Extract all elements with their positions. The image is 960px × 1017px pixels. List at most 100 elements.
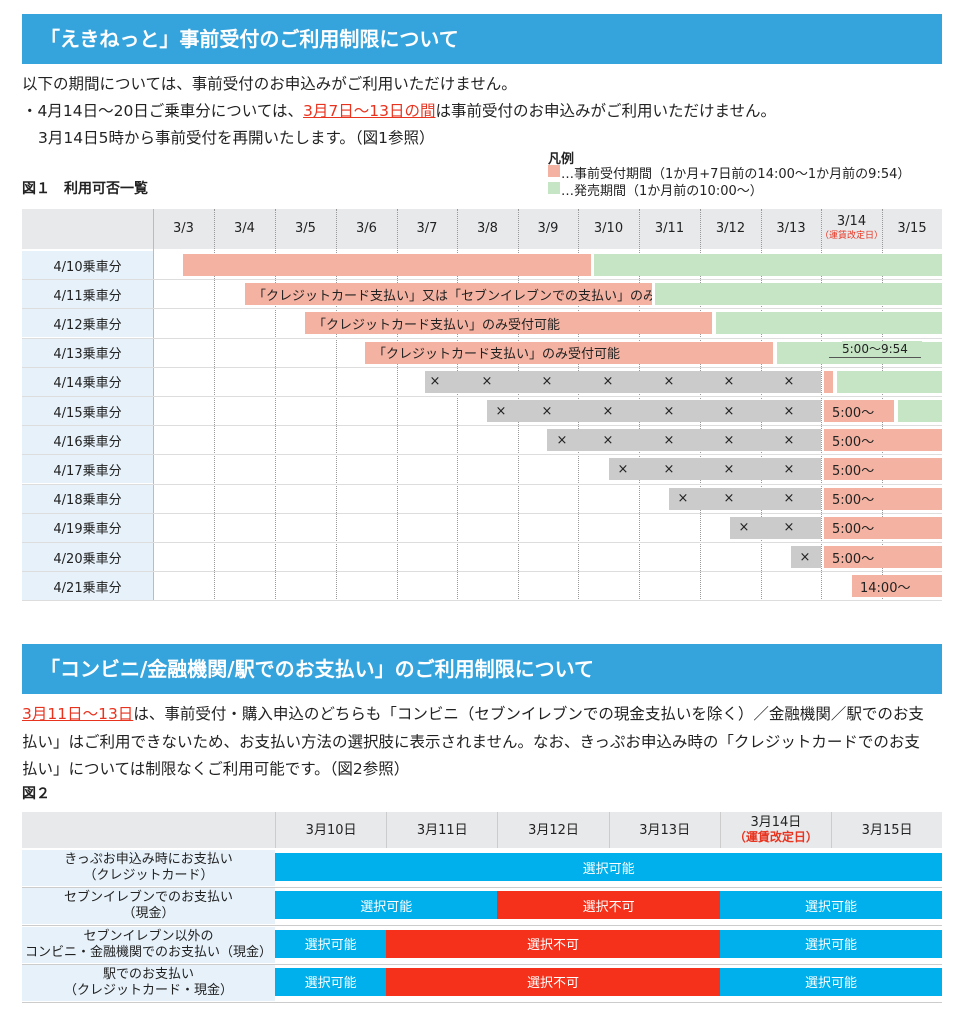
closed-mark: × bbox=[723, 374, 735, 390]
closed-bar bbox=[425, 370, 821, 393]
column-header: 3/6 bbox=[336, 209, 397, 249]
column-label: 3/11 bbox=[654, 221, 685, 236]
intro: 以下の期間については、事前受付のお申込みがご利用いただけません。 bbox=[22, 75, 517, 93]
column-label: 3/8 bbox=[477, 221, 498, 236]
row-label: 4/13乗車分 bbox=[22, 338, 153, 367]
annotation: 5:00〜9:54 bbox=[842, 340, 922, 357]
row-line bbox=[22, 512, 942, 514]
column-label: 3/10 bbox=[593, 221, 624, 236]
closed-mark: × bbox=[617, 461, 629, 477]
closed-mark: × bbox=[783, 461, 795, 477]
row-line bbox=[22, 483, 942, 485]
column-header: 3/12 bbox=[700, 209, 761, 249]
row-label-line: （クレジットカード・現金） bbox=[63, 982, 233, 998]
available-bar: 選択可能 bbox=[275, 967, 387, 996]
section-title: 「えきねっと」事前受付のご利用制限について bbox=[22, 14, 942, 64]
closed-bar bbox=[609, 458, 821, 481]
available-bar: 選択可能 bbox=[275, 891, 498, 920]
bullet: ・4月14日〜20日ご乗車分については、3月7日〜13日の間は事前受付のお申込み… bbox=[22, 99, 776, 121]
row-line bbox=[22, 337, 942, 339]
column-header: 3/4 bbox=[214, 209, 275, 249]
column-label: 3/3 bbox=[173, 221, 194, 236]
figure-caption: 図１ 利用可否一覧 bbox=[22, 181, 148, 197]
row-label-line: コンビニ・金融機関でのお支払い（現金） bbox=[24, 944, 272, 960]
column-header: 3/8 bbox=[457, 209, 518, 249]
legend-swatch bbox=[548, 182, 560, 194]
row-label: 4/16乗車分 bbox=[22, 426, 153, 455]
row-label: きっぷお申込み時にお支払い （クレジットカード） bbox=[22, 850, 275, 886]
row-line bbox=[22, 454, 942, 456]
column-note: （運賃改定日） bbox=[820, 231, 884, 241]
column-label: 3/9 bbox=[537, 221, 559, 236]
column-header: 3/10 bbox=[578, 209, 639, 249]
column-header: 3/9 bbox=[518, 209, 578, 249]
sale-bar bbox=[837, 370, 942, 393]
header-bg bbox=[22, 812, 942, 848]
row-line bbox=[22, 1001, 942, 1003]
paragraph-line: 3月11日〜13日は、事前受付・購入申込のどちらも「コンビニ（セブンイレブンでの… bbox=[22, 702, 924, 724]
closed-mark: × bbox=[602, 374, 614, 390]
grid-line bbox=[275, 209, 276, 601]
available-bar: 選択可能 bbox=[275, 853, 943, 881]
closed-bar bbox=[791, 546, 821, 568]
column-header: 3月15日 bbox=[831, 812, 942, 848]
row-label: 4/18乗車分 bbox=[22, 484, 153, 513]
column-note: （運賃改定日） bbox=[733, 830, 818, 844]
column-header: 3/5 bbox=[275, 209, 336, 249]
closed-mark: × bbox=[783, 432, 795, 448]
row-label: 4/15乗車分 bbox=[22, 397, 153, 425]
row-line bbox=[22, 308, 942, 310]
column-header: 3/14 （運賃改定日） bbox=[820, 209, 884, 249]
legend-title: 凡例 bbox=[548, 152, 575, 167]
column-header: 3月14日 （運賃改定日） bbox=[719, 812, 831, 848]
row-label-line: セブンイレブン以外の bbox=[83, 928, 214, 944]
advance-bar: 5:00〜 bbox=[824, 546, 942, 568]
advance-bar: 5:00〜 bbox=[824, 400, 894, 422]
column-header: 3/7 bbox=[397, 209, 457, 249]
column-header: 3月11日 bbox=[386, 812, 497, 848]
advance-bar: 5:00〜 bbox=[824, 458, 942, 481]
row-label: 4/12乗車分 bbox=[22, 309, 153, 338]
closed-mark: × bbox=[663, 374, 675, 390]
text: は事前受付のお申込みがご利用いただけません。 bbox=[435, 102, 777, 120]
closed-mark: × bbox=[556, 432, 568, 448]
header-bg bbox=[22, 209, 942, 249]
closed-mark: × bbox=[541, 374, 553, 390]
column-label: 3/12 bbox=[715, 221, 746, 236]
paragraph-line: 払い」については制限なくご利用可能です。（図2参照） bbox=[22, 760, 410, 778]
available-bar: 選択可能 bbox=[719, 929, 943, 958]
column-header: 3/3 bbox=[153, 209, 214, 249]
row-line bbox=[22, 279, 942, 281]
text: ・4月14日〜20日ご乗車分については、 bbox=[22, 102, 304, 120]
row-line bbox=[22, 425, 942, 427]
column-header: 3月13日 bbox=[608, 812, 720, 848]
column-label: 3月12日 bbox=[528, 822, 579, 838]
unavailable-bar: 選択不可 bbox=[386, 967, 720, 996]
closed-mark: × bbox=[663, 403, 675, 419]
closed-mark: × bbox=[783, 403, 795, 419]
closed-bar bbox=[730, 516, 821, 539]
leader-line bbox=[829, 356, 921, 358]
note: 3月14日5時から事前受付を再開いたします。（図1参照） bbox=[38, 129, 435, 147]
grid-line bbox=[397, 209, 398, 601]
advance-bar: 5:00〜 bbox=[824, 516, 942, 539]
closed-mark: × bbox=[723, 432, 735, 448]
available-bar: 選択可能 bbox=[275, 929, 387, 958]
available-bar: 選択可能 bbox=[719, 891, 943, 920]
row-label: 駅でのお支払い （クレジットカード・現金） bbox=[22, 964, 275, 1001]
column-header: 3月10日 bbox=[275, 812, 386, 848]
row-line bbox=[22, 887, 942, 888]
grid-line bbox=[457, 209, 458, 601]
row-label: 4/14乗車分 bbox=[22, 367, 153, 396]
row-line bbox=[22, 963, 942, 965]
closed-mark: × bbox=[429, 374, 441, 390]
closed-mark: × bbox=[602, 403, 614, 419]
section-title: 「コンビニ/金融機関/駅でのお支払い」のご利用制限について bbox=[22, 644, 942, 694]
column-header: 3/11 bbox=[639, 209, 700, 249]
closed-mark: × bbox=[541, 403, 553, 419]
advance-bar: 5:00〜 bbox=[824, 429, 942, 452]
row-line bbox=[22, 925, 942, 927]
closed-mark: × bbox=[663, 461, 675, 477]
closed-mark: × bbox=[783, 520, 795, 536]
advance-bar: 「クレジットカード支払い」のみ受付可能 bbox=[365, 341, 773, 364]
